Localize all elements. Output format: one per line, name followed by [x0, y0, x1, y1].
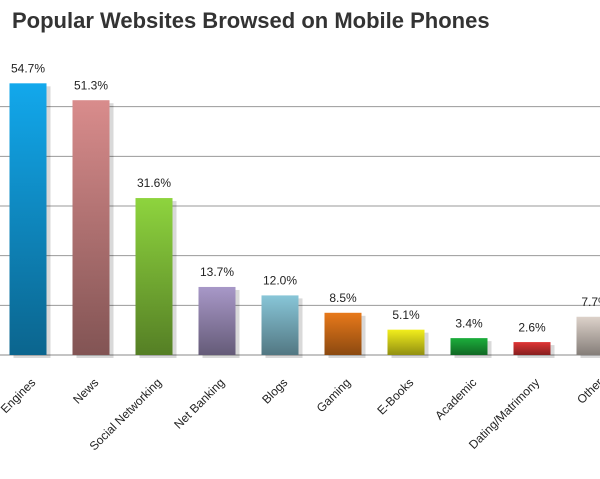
- chart-title: Popular Websites Browsed on Mobile Phone…: [12, 8, 490, 33]
- value-label: 51.3%: [74, 78, 108, 92]
- value-label: 7.7%: [581, 295, 600, 309]
- x-tick-label: Engines: [0, 375, 38, 416]
- x-tick-label: Net Banking: [171, 375, 227, 431]
- bar: [387, 329, 425, 355]
- value-label: 3.4%: [455, 316, 483, 330]
- x-tick-label: Gaming: [314, 375, 354, 415]
- bar: [72, 100, 110, 356]
- value-label: 8.5%: [329, 291, 357, 305]
- value-label: 12.0%: [263, 274, 297, 288]
- value-label: 54.7%: [11, 61, 45, 75]
- x-tick-label: Blogs: [259, 375, 290, 406]
- bar: [135, 198, 173, 355]
- x-tick-label: E-Books: [374, 375, 416, 417]
- bar: [324, 312, 362, 355]
- bar: [450, 338, 488, 355]
- bar: [261, 295, 299, 355]
- x-tick-label: Academic: [432, 375, 479, 422]
- bar: [576, 316, 600, 355]
- bar: [9, 83, 47, 355]
- value-label: 13.7%: [200, 265, 234, 279]
- value-label: 2.6%: [518, 320, 546, 334]
- value-label: 31.6%: [137, 176, 171, 190]
- x-tick-label: Other: [574, 375, 600, 406]
- x-tick-label: News: [70, 375, 101, 406]
- bar: [513, 342, 551, 355]
- value-label: 5.1%: [392, 308, 420, 322]
- bar: [198, 286, 236, 355]
